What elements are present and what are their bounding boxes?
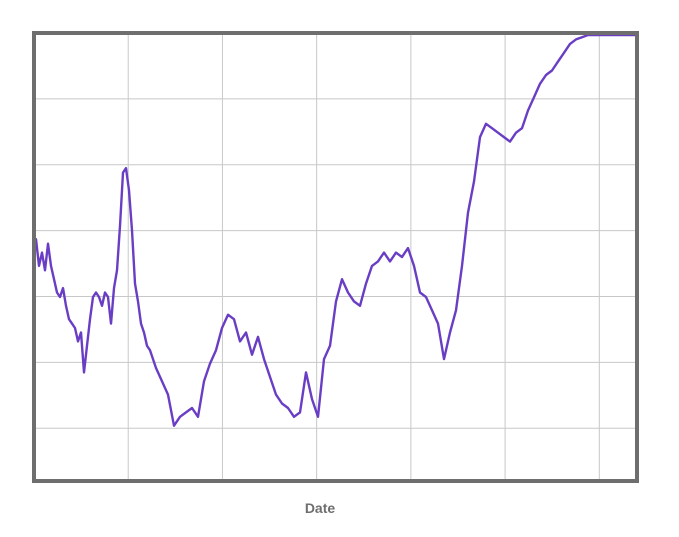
x-axis-label: Date [305,500,336,516]
series-line [34,33,638,427]
plot-frame [32,31,639,483]
gridlines [34,33,637,481]
